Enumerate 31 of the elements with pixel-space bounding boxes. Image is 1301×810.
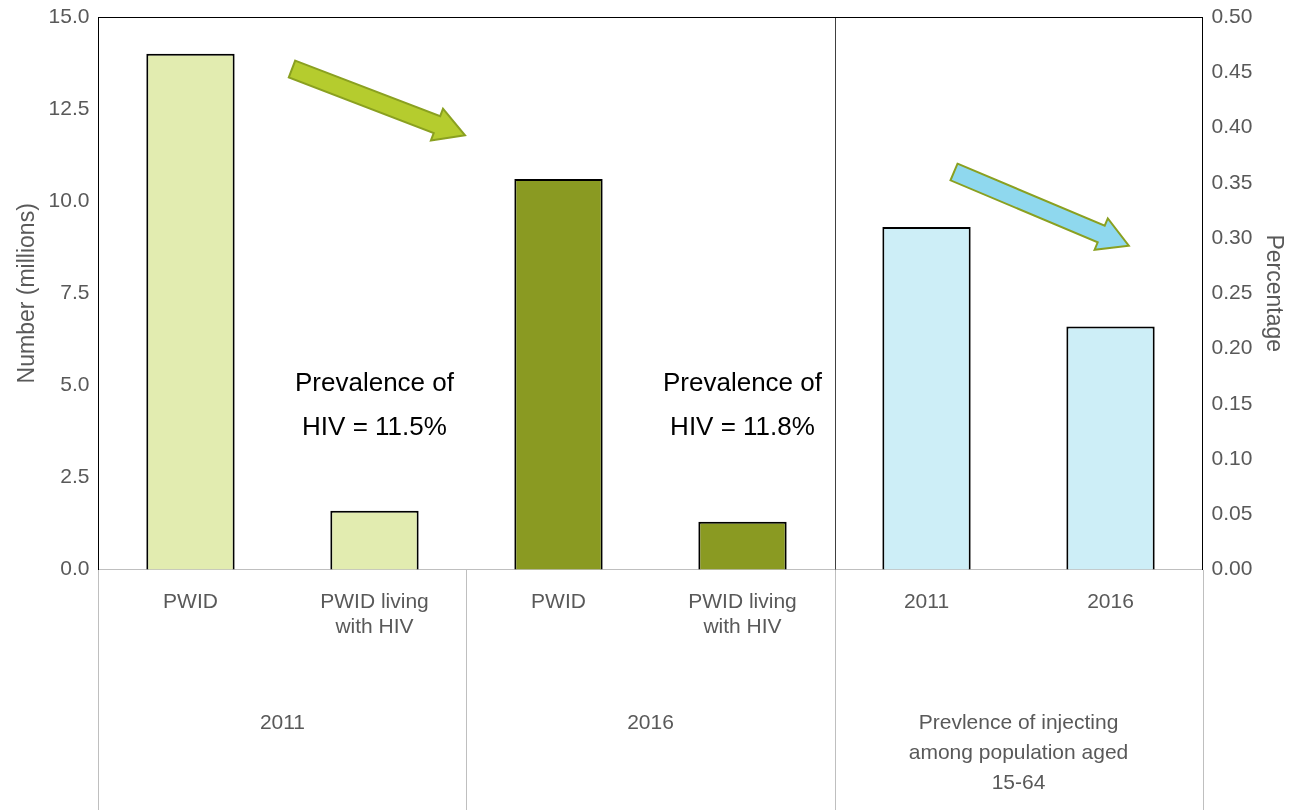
- y-tick-label: 10.0: [48, 188, 90, 211]
- text: 2016: [626, 709, 675, 735]
- text: 2011: [258, 709, 307, 735]
- x-tick-label: 2011: [903, 589, 950, 612]
- y2-tick-label: 0.30: [1211, 224, 1253, 248]
- y2-tick-label: 0.25: [1211, 280, 1253, 304]
- x-tick-label: PWID: [531, 589, 586, 612]
- y2-tick-label: 0.35: [1211, 169, 1253, 193]
- x-tick-label: PWID: [163, 589, 218, 612]
- y2-axis-title: Percentage: [1261, 234, 1288, 353]
- y-tick-label: 7.5: [60, 280, 90, 304]
- y-tick-label: 15.0: [48, 3, 90, 27]
- annotation: Prevalence of HIV = 11.8%: [662, 365, 823, 443]
- y-tick-label: 0.0: [60, 556, 90, 580]
- x-tick-label: PWID living with HIV: [688, 589, 797, 638]
- y2-tick-label: 0.45: [1211, 59, 1253, 83]
- y2-tick-label: 0.50: [1211, 3, 1253, 27]
- y-axis-title: Number (millions): [13, 203, 40, 384]
- x-tick-label: 2016: [1087, 589, 1134, 612]
- text: Prevlence of injecting among population aged 15-64: [907, 709, 1130, 795]
- y2-tick-label: 0.05: [1211, 501, 1253, 525]
- y2-tick-label: 0.15: [1211, 390, 1253, 414]
- y-tick-label: 2.5: [60, 464, 90, 488]
- x-tick-label: PWID living with HIV: [320, 589, 429, 638]
- y-tick-label: 5.0: [60, 372, 90, 396]
- y2-tick-label: 0.00: [1211, 556, 1253, 580]
- y-tick-label: 12.5: [48, 95, 90, 119]
- annotation: Prevalence of HIV = 11.5%: [294, 365, 455, 443]
- y2-tick-label: 0.40: [1211, 114, 1253, 138]
- y2-tick-label: 0.20: [1211, 335, 1253, 359]
- y2-tick-label: 0.10: [1211, 445, 1253, 469]
